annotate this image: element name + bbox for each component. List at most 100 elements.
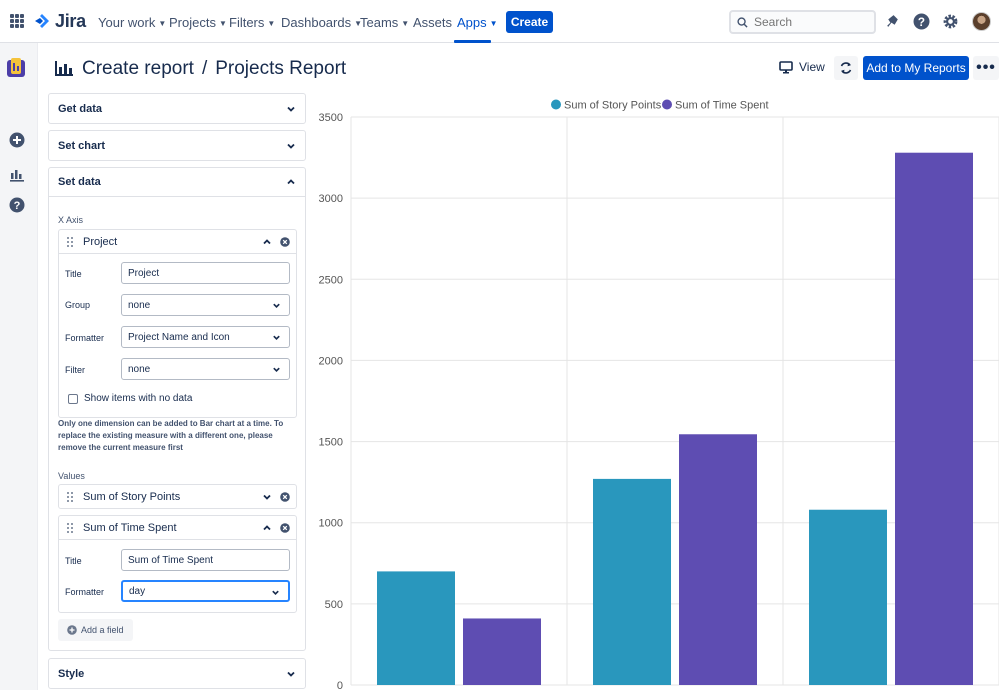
- more-actions-button[interactable]: •••: [973, 56, 999, 80]
- nav-apps[interactable]: Apps ▼: [457, 15, 498, 30]
- svg-text:?: ?: [918, 16, 925, 29]
- formatter-label: Formatter: [65, 333, 105, 343]
- nav-your-work[interactable]: Your work ▼: [98, 15, 166, 30]
- chevron-up-icon[interactable]: [262, 237, 272, 247]
- chevron-down-icon: [272, 590, 279, 595]
- nav-label: Your work: [98, 15, 156, 30]
- nav-dashboards[interactable]: Dashboards ▼: [281, 15, 362, 30]
- app-switcher-icon[interactable]: [10, 14, 24, 28]
- view-button[interactable]: View: [779, 60, 825, 74]
- help-icon[interactable]: ?: [9, 197, 25, 213]
- value-title-input[interactable]: Sum of Time Spent: [121, 549, 290, 571]
- drag-handle-icon[interactable]: [67, 522, 75, 533]
- drag-handle-icon[interactable]: [67, 236, 75, 247]
- chevron-down-icon: [287, 143, 295, 149]
- select-value: none: [128, 363, 151, 375]
- x-axis-field-header[interactable]: Project: [59, 230, 296, 254]
- select-value: day: [129, 585, 146, 597]
- nav-teams[interactable]: Teams ▼: [360, 15, 409, 30]
- jira-logo[interactable]: Jira: [34, 11, 86, 32]
- y-tick-label: 500: [325, 599, 343, 611]
- create-button[interactable]: Create: [506, 11, 553, 33]
- legend-label: Sum of Time Spent: [675, 100, 769, 112]
- chevron-down-icon: [273, 303, 280, 308]
- value-field-header[interactable]: Sum of Time Spent: [59, 516, 296, 540]
- nav-label: Projects: [169, 15, 216, 30]
- nav-label: Dashboards: [281, 15, 352, 30]
- section-title: Set chart: [58, 139, 106, 152]
- bar: [377, 571, 455, 685]
- value-field-header[interactable]: Sum of Story Points: [59, 485, 296, 509]
- help-icon[interactable]: ?: [913, 13, 930, 30]
- y-tick-label: 2000: [319, 355, 343, 367]
- filter-select[interactable]: none: [121, 358, 290, 380]
- section-set-data-header[interactable]: Set data: [49, 168, 305, 197]
- bar-chart: 0 500 1000 1500 2000 2500 3000 3500 Sum of Story…: [319, 99, 999, 690]
- bar: [679, 434, 757, 685]
- breadcrumb-create-report[interactable]: Create report: [82, 58, 194, 79]
- nav-projects[interactable]: Projects ▼: [169, 15, 227, 30]
- section-title: Set data: [58, 176, 101, 188]
- field-name: Sum of Time Spent: [83, 521, 177, 534]
- y-tick-label: 3000: [319, 193, 343, 205]
- settings-icon[interactable]: [942, 13, 959, 30]
- filter-label: Filter: [65, 365, 85, 375]
- nav-filters[interactable]: Filters ▼: [229, 15, 275, 30]
- bar: [809, 509, 887, 685]
- add-icon[interactable]: [9, 132, 25, 148]
- app-logo-icon[interactable]: [5, 57, 27, 79]
- chevron-up-icon: [287, 179, 295, 185]
- reports-icon[interactable]: [9, 167, 25, 183]
- field-name: Sum of Story Points: [83, 491, 181, 503]
- y-tick-label: 0: [337, 680, 343, 690]
- formatter-label: Formatter: [65, 587, 105, 597]
- formatter-select[interactable]: Project Name and Icon: [121, 326, 290, 348]
- select-value: none: [128, 299, 151, 311]
- y-tick-label: 1500: [319, 437, 343, 449]
- x-axis-field-card: Project: [58, 229, 297, 418]
- chevron-down-icon: [287, 671, 295, 677]
- bar-chart-icon: [55, 61, 73, 76]
- chevron-down-icon: ▼: [267, 19, 276, 28]
- value-formatter-select[interactable]: day: [121, 580, 290, 602]
- notifications-icon[interactable]: [884, 13, 901, 30]
- remove-icon[interactable]: [280, 236, 290, 247]
- chevron-down-icon: ▼: [218, 19, 227, 28]
- x-axis-title-input[interactable]: Project: [121, 262, 290, 284]
- top-navigation: Jira Your work ▼ Projects ▼ Filters ▼ Dashb…: [0, 0, 999, 43]
- search-input[interactable]: [754, 15, 864, 29]
- nav-label: Teams: [360, 15, 399, 30]
- section-get-data[interactable]: Get data: [48, 93, 306, 124]
- svg-text:?: ?: [14, 200, 21, 212]
- section-style[interactable]: Style: [48, 658, 306, 689]
- checkbox-label: Show items with no data: [84, 393, 193, 404]
- add-icon: [67, 625, 77, 635]
- drag-handle-icon[interactable]: [67, 492, 75, 502]
- bar: [895, 152, 973, 685]
- section-set-chart[interactable]: Set chart: [48, 130, 306, 161]
- x-axis-label: X Axis: [58, 215, 84, 225]
- report-title: Projects Report: [215, 58, 347, 79]
- avatar[interactable]: [972, 12, 991, 31]
- view-label: View: [799, 60, 825, 74]
- chevron-down-icon[interactable]: [262, 492, 272, 502]
- refresh-button[interactable]: [834, 56, 858, 80]
- chevron-up-icon[interactable]: [262, 523, 272, 533]
- add-field-button[interactable]: Add a field: [58, 619, 133, 641]
- add-field-label: Add a field: [81, 625, 124, 635]
- show-no-data-checkbox[interactable]: [68, 393, 78, 404]
- chevron-down-icon: ▼: [158, 19, 167, 28]
- search-box[interactable]: [729, 10, 876, 34]
- monitor-icon: [779, 60, 793, 73]
- nav-assets[interactable]: Assets: [413, 15, 452, 30]
- refresh-icon: [840, 62, 852, 74]
- group-label: Group: [65, 300, 91, 310]
- group-select[interactable]: none: [121, 294, 290, 316]
- add-to-my-reports-button[interactable]: Add to My Reports: [863, 56, 969, 80]
- show-no-data-checkbox-row[interactable]: Show items with no data: [68, 393, 192, 404]
- legend-marker: [662, 99, 672, 110]
- remove-icon[interactable]: [280, 522, 290, 533]
- remove-icon[interactable]: [280, 492, 290, 502]
- chevron-down-icon: ▼: [401, 19, 410, 28]
- title-label: Title: [65, 269, 82, 279]
